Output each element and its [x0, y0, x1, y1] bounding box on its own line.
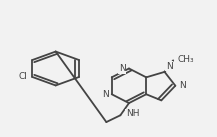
Text: CH₃: CH₃: [177, 55, 194, 64]
Text: Cl: Cl: [18, 72, 27, 82]
Text: N: N: [102, 90, 108, 99]
Text: NH: NH: [126, 109, 139, 118]
Text: N: N: [179, 81, 186, 90]
Text: N: N: [119, 64, 126, 73]
Text: N: N: [166, 62, 172, 71]
